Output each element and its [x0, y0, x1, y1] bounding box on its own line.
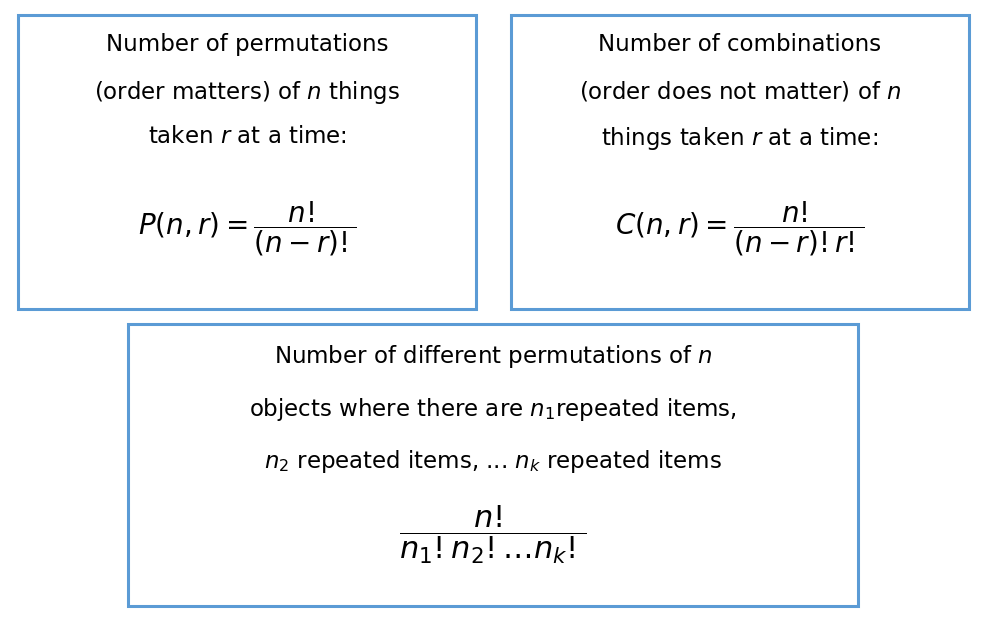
FancyBboxPatch shape: [128, 324, 858, 606]
Text: objects where there are $\mathit{n}_1$repeated items,: objects where there are $\mathit{n}_1$re…: [249, 396, 737, 423]
Text: (order does not matter) of $\mathit{n}$: (order does not matter) of $\mathit{n}$: [579, 79, 901, 103]
Text: (order matters) of $\mathit{n}$ things: (order matters) of $\mathit{n}$ things: [94, 79, 400, 106]
Text: $P(n,r) = \dfrac{n!}{(n-r)!}$: $P(n,r) = \dfrac{n!}{(n-r)!}$: [137, 200, 357, 258]
FancyBboxPatch shape: [18, 15, 476, 309]
Text: $\dfrac{n!}{n_1!n_2!{\ldots}n_k!}$: $\dfrac{n!}{n_1!n_2!{\ldots}n_k!}$: [399, 503, 587, 566]
Text: $C(n,r) = \dfrac{n!}{(n-r)!r!}$: $C(n,r) = \dfrac{n!}{(n-r)!r!}$: [615, 200, 865, 258]
Text: $\mathit{n}_2$ repeated items, ... $\mathit{n}_k$ repeated items: $\mathit{n}_2$ repeated items, ... $\mat…: [264, 448, 722, 475]
Text: Number of different permutations of $\mathit{n}$: Number of different permutations of $\ma…: [273, 343, 713, 370]
Text: Number of permutations: Number of permutations: [106, 33, 388, 56]
Text: things taken $\mathit{r}$ at a time:: things taken $\mathit{r}$ at a time:: [601, 125, 879, 153]
Text: taken $\mathit{r}$ at a time:: taken $\mathit{r}$ at a time:: [148, 125, 346, 148]
Text: Number of combinations: Number of combinations: [599, 33, 881, 56]
FancyBboxPatch shape: [511, 15, 969, 309]
